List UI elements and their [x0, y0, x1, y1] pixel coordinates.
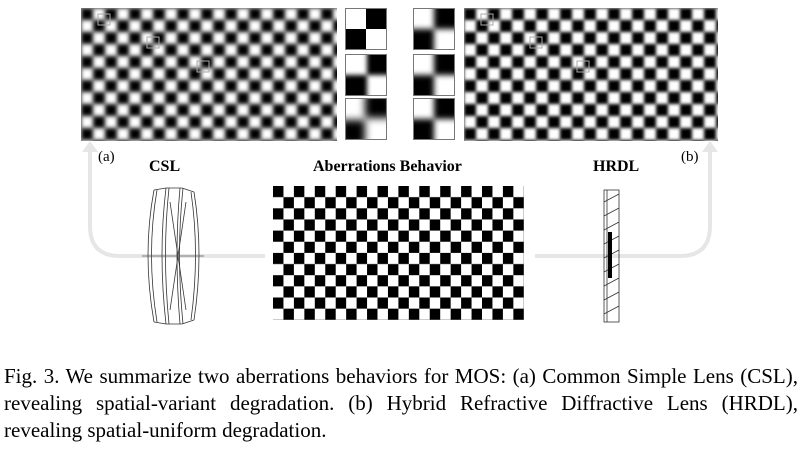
hrdl-zoom-patch-2	[413, 54, 455, 96]
arrow-left-path	[88, 150, 265, 258]
hrdl-zoom-patch-3	[413, 98, 455, 140]
label-csl: CSL	[149, 158, 181, 175]
target-checkerboard	[273, 186, 524, 320]
roi-box-4	[480, 13, 494, 26]
arrow-left-head	[82, 141, 98, 152]
hrdl-output-image	[464, 8, 718, 141]
label-b: (b)	[681, 149, 699, 165]
csl-output-image	[81, 8, 337, 141]
hrdl-zoom-patch-1	[413, 8, 455, 50]
label-aberrations-behavior: Aberrations Behavior	[313, 158, 462, 175]
label-a: (a)	[98, 149, 115, 165]
csl-zoom-patch-3	[345, 98, 387, 140]
label-hrdl: HRDL	[593, 158, 640, 175]
roi-box-1	[97, 13, 111, 26]
roi-box-5	[529, 36, 543, 49]
hrdl-lens-icon	[603, 189, 620, 323]
roi-box-2	[146, 36, 160, 49]
arrow-right-path	[535, 150, 712, 258]
csl-zoom-patch-2	[345, 54, 387, 96]
csl-zoom-patch-1	[345, 8, 387, 50]
roi-box-6	[576, 60, 590, 73]
roi-box-3	[196, 60, 210, 73]
figure-caption: Fig. 3. We summarize two aberrations beh…	[4, 364, 798, 442]
csl-lens-icon	[142, 187, 204, 325]
arrow-right-head	[702, 141, 718, 152]
